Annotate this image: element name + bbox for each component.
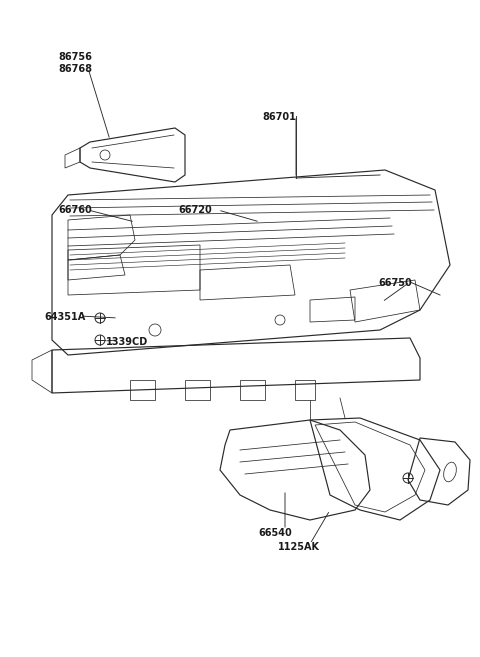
Text: 86701: 86701 — [262, 112, 296, 122]
Text: 1125AK: 1125AK — [278, 542, 320, 552]
Text: 66750: 66750 — [378, 278, 412, 288]
Text: 1339CD: 1339CD — [106, 337, 148, 347]
Text: 86768: 86768 — [58, 64, 92, 74]
Text: 66540: 66540 — [258, 528, 292, 538]
Text: 86756: 86756 — [58, 52, 92, 62]
Text: 66760: 66760 — [58, 205, 92, 215]
Text: 64351A: 64351A — [44, 312, 85, 322]
Text: 66720: 66720 — [178, 205, 212, 215]
